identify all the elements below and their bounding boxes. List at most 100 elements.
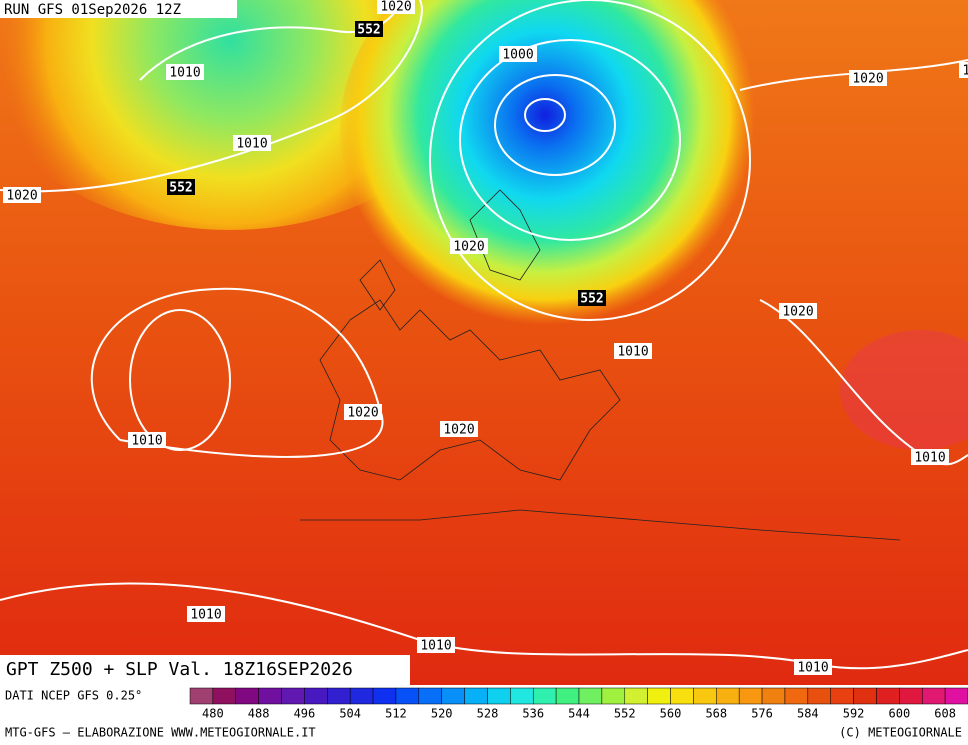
colorbar-swatch xyxy=(258,687,282,705)
isobar-label: 1020 xyxy=(782,305,813,320)
map: 1020552101010105521020100010201020102055… xyxy=(0,0,968,685)
colorbar-tick-label: 584 xyxy=(797,707,819,721)
colorbar-swatch xyxy=(510,687,534,705)
colorbar-swatch xyxy=(853,687,877,705)
isobar xyxy=(759,299,968,466)
source-label: DATI NCEP GFS 0.25° xyxy=(5,689,142,703)
colorbar-swatch xyxy=(601,687,626,705)
colorbar-swatch xyxy=(921,687,946,705)
label-box xyxy=(499,46,537,62)
credit-label: MTG-GFS – ELABORAZIONE WWW.METEOGIORNALE… xyxy=(5,726,316,740)
colorbar-tick-label: 552 xyxy=(614,707,636,721)
colorbar-swatch xyxy=(487,687,511,705)
label-box xyxy=(344,404,382,420)
colorbar-swatch xyxy=(899,687,923,705)
colorbar-tick-label: 488 xyxy=(248,707,270,721)
colorbar-tick-label: 480 xyxy=(202,707,224,721)
label-box xyxy=(614,343,652,359)
colorbar-swatch xyxy=(418,687,442,705)
label-box xyxy=(849,70,887,86)
colorbar-swatch xyxy=(807,687,831,705)
isobar-label: 1010 xyxy=(617,345,648,360)
label-box xyxy=(128,432,166,448)
colorbar-swatch xyxy=(212,687,237,705)
colorbar-swatch xyxy=(670,687,694,705)
isobar-label: 1020 xyxy=(347,406,378,421)
label-box xyxy=(167,179,195,195)
label-box xyxy=(233,135,271,151)
colorbar-swatch xyxy=(876,687,900,705)
colorbar-swatch xyxy=(464,687,488,705)
label-box xyxy=(166,64,204,80)
title-box xyxy=(0,655,410,685)
isobar xyxy=(0,582,968,670)
colorbar-tick-label: 496 xyxy=(294,707,316,721)
colorbar-tick-label: 520 xyxy=(431,707,453,721)
coastlines xyxy=(300,509,901,541)
colorbar-tick-label: 568 xyxy=(705,707,727,721)
colorbar-tick-label: 600 xyxy=(889,707,911,721)
colorbar-tick-label: 544 xyxy=(568,707,590,721)
colorbar-swatch xyxy=(349,687,374,705)
isobar-label: 1020 xyxy=(380,0,411,15)
label-box xyxy=(3,187,41,203)
isobar-label: 1010 xyxy=(236,137,267,152)
isobar xyxy=(494,74,616,176)
colorbar-swatch xyxy=(235,687,259,705)
heat-shading xyxy=(840,330,968,450)
isobar-label: 1010 xyxy=(190,608,221,623)
colorbar-tick-label: 576 xyxy=(751,707,773,721)
run-box xyxy=(0,0,237,18)
label-box xyxy=(779,303,817,319)
colorbar-swatch xyxy=(304,687,328,705)
colorbar-swatch xyxy=(738,687,763,705)
colorbar-swatch xyxy=(578,687,603,705)
isobar xyxy=(524,98,566,132)
colorbar: 480 488 496 504 512 520 528 536 544 552 560 568 576 5… xyxy=(189,687,968,721)
colorbar-swatch xyxy=(555,687,580,705)
colorbar-swatch xyxy=(532,687,557,705)
isobar xyxy=(0,0,423,193)
colorbar-swatch xyxy=(281,687,305,705)
isobar-label: 1010 xyxy=(914,451,945,466)
colorbar-swatch xyxy=(395,687,420,705)
colorbar-tick-label: 560 xyxy=(660,707,682,721)
coastlines xyxy=(319,189,621,481)
colorbar-swatch xyxy=(761,687,786,705)
copyright-label: (C) METEOGIORNALE xyxy=(839,726,962,740)
isobar-label: 552 xyxy=(580,292,603,307)
colorbar-tick-label: 592 xyxy=(843,707,865,721)
label-box xyxy=(794,659,832,675)
colorbar-tick-label: 512 xyxy=(385,707,407,721)
isobar xyxy=(459,39,681,241)
isobar xyxy=(139,0,401,81)
isobar-label: 1020 xyxy=(453,240,484,255)
label-box xyxy=(959,62,968,78)
label-box xyxy=(187,606,225,622)
colorbar-tick-label: 528 xyxy=(477,707,499,721)
isobar-label: 1010 xyxy=(797,661,828,676)
colorbar-swatch xyxy=(693,687,717,705)
isobar-labels: 1020552101010105521020100010201020102055… xyxy=(3,0,968,676)
colorbar-tick-label: 608 xyxy=(934,707,956,721)
colorbar-swatch xyxy=(624,687,648,705)
isobar-label: 1020 xyxy=(962,64,968,79)
isobar xyxy=(129,309,231,451)
colorbar-tick-label: 504 xyxy=(339,707,361,721)
isobar-label: 1020 xyxy=(443,423,474,438)
label-box xyxy=(355,21,383,37)
isobar-label: 1020 xyxy=(6,189,37,204)
colorbar-swatch xyxy=(944,687,968,705)
colorbar-swatch xyxy=(784,687,809,705)
run-label: RUN GFS 01Sep2026 12Z xyxy=(4,2,181,18)
isobar-label: 1010 xyxy=(420,639,451,654)
label-box xyxy=(911,449,949,465)
colorbar-swatch xyxy=(716,687,740,705)
isobar-label: 552 xyxy=(169,181,192,196)
label-box xyxy=(440,421,478,437)
isobar-label: 1010 xyxy=(131,434,162,449)
isobar-label: 1020 xyxy=(852,72,883,87)
colorbar-swatch xyxy=(189,687,214,705)
colorbar-swatch xyxy=(647,687,671,705)
